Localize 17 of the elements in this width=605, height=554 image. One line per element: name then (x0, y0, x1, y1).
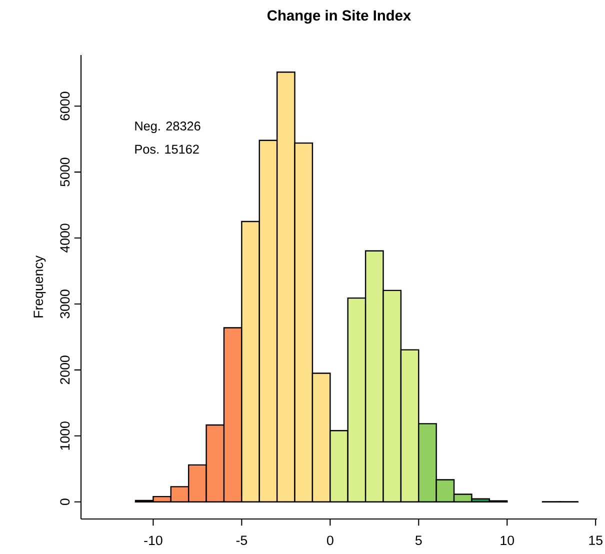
y-tick-label: 0 (60, 498, 70, 506)
x-tick-label: 5 (415, 536, 422, 546)
chart-title: Change in Site Index (267, 10, 412, 24)
annotation: Neg. 28326 (135, 122, 200, 134)
x-tick-label: 10 (500, 536, 514, 546)
x-tick-label: 15 (589, 536, 602, 546)
x-tick-label: -5 (236, 536, 248, 546)
y-tick-label: 6000 (60, 92, 70, 120)
y-tick-label: 3000 (60, 290, 70, 318)
y-tick-label: 1000 (60, 422, 70, 450)
y-axis-title: Frequency (34, 256, 46, 318)
y-tick-label: 4000 (60, 224, 70, 253)
y-tick-label: 5000 (60, 158, 70, 186)
x-tick-label: -10 (144, 536, 162, 546)
x-tick-label: 0 (326, 536, 334, 546)
annotation: Pos. 15162 (135, 144, 199, 154)
y-tick-label: 2000 (60, 356, 70, 384)
